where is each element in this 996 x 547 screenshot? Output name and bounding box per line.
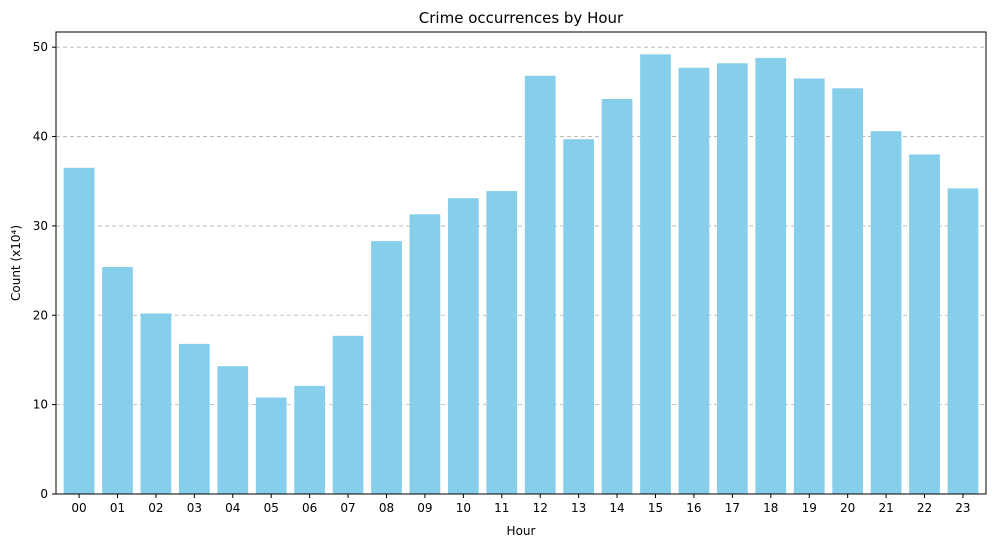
y-axis-ticks: 0 10 20 30 40 50 — [33, 40, 56, 501]
chart-title: Crime occurrences by Hour — [419, 9, 624, 27]
bar-14 — [601, 99, 633, 495]
bar-10 — [447, 198, 479, 494]
bar-09 — [409, 214, 441, 495]
x-tick-label: 22 — [917, 501, 932, 515]
y-tick-label: 50 — [33, 40, 48, 54]
y-tick-label: 40 — [33, 130, 48, 144]
x-tick-label: 05 — [264, 501, 279, 515]
x-tick-label: 18 — [763, 501, 778, 515]
bar-20 — [832, 88, 864, 494]
x-tick-label: 02 — [148, 501, 163, 515]
y-tick-label: 30 — [33, 219, 48, 233]
bar-17 — [716, 63, 748, 494]
x-tick-label: 08 — [379, 501, 394, 515]
bar-00 — [63, 167, 95, 495]
bar-13 — [563, 139, 595, 494]
bar-18 — [755, 57, 787, 495]
x-tick-label: 09 — [417, 501, 432, 515]
x-axis-ticks: 00 01 02 03 04 05 06 07 08 09 10 11 12 13 14 15 16 17 18 19… — [71, 494, 971, 515]
x-tick-label: 03 — [187, 501, 202, 515]
x-tick-label: 11 — [494, 501, 509, 515]
bar-23 — [947, 188, 979, 494]
x-tick-label: 07 — [340, 501, 355, 515]
y-tick-label: 20 — [33, 308, 48, 322]
x-tick-label: 23 — [955, 501, 970, 515]
gridlines — [56, 46, 986, 406]
bar-16 — [678, 67, 710, 494]
x-tick-label: 17 — [725, 501, 740, 515]
x-tick-label: 01 — [110, 501, 125, 515]
x-tick-label: 12 — [533, 501, 548, 515]
bars — [63, 54, 979, 495]
bar-06 — [294, 385, 326, 494]
bar-04 — [217, 366, 249, 494]
x-tick-label: 13 — [571, 501, 586, 515]
bar-05 — [255, 397, 287, 494]
plot-frame — [55, 31, 987, 495]
y-tick-label: 0 — [40, 487, 48, 501]
bar-12 — [524, 75, 556, 494]
bar-08 — [371, 241, 402, 494]
x-tick-label: 00 — [71, 501, 86, 515]
x-tick-label: 19 — [802, 501, 817, 515]
x-tick-label: 15 — [648, 501, 663, 515]
y-tick-label: 10 — [33, 398, 48, 412]
x-tick-label: 20 — [840, 501, 855, 515]
x-tick-label: 06 — [302, 501, 317, 515]
x-tick-label: 04 — [225, 501, 240, 515]
bar-11 — [486, 191, 518, 494]
bar-01 — [102, 267, 133, 494]
x-axis-label: Hour — [507, 524, 536, 538]
x-tick-label: 14 — [609, 501, 624, 515]
y-axis-label: Count (x10⁴) — [9, 225, 23, 301]
bar-02 — [140, 313, 172, 494]
bar-07 — [332, 335, 364, 494]
bar-22 — [909, 154, 940, 494]
x-tick-label: 21 — [878, 501, 893, 515]
bar-15 — [640, 54, 671, 495]
bar-19 — [793, 78, 825, 495]
x-tick-label: 10 — [456, 501, 471, 515]
x-tick-label: 16 — [686, 501, 701, 515]
bar-03 — [178, 343, 210, 494]
bar-21 — [870, 131, 902, 495]
